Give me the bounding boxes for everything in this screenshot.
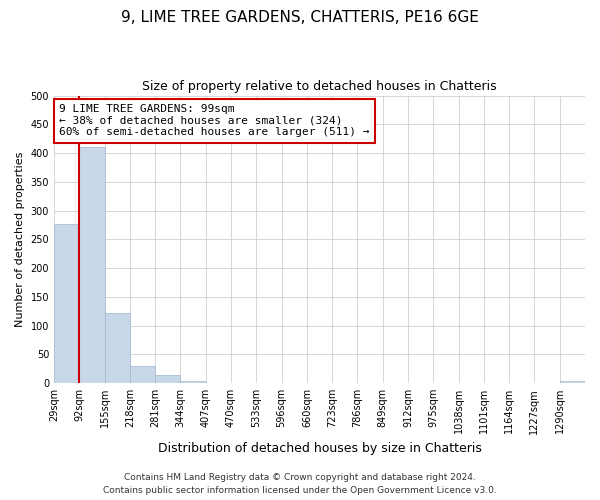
X-axis label: Distribution of detached houses by size in Chatteris: Distribution of detached houses by size … xyxy=(158,442,481,455)
Bar xyxy=(130,366,155,383)
Title: Size of property relative to detached houses in Chatteris: Size of property relative to detached ho… xyxy=(142,80,497,93)
Text: Contains HM Land Registry data © Crown copyright and database right 2024.
Contai: Contains HM Land Registry data © Crown c… xyxy=(103,474,497,495)
Text: 9 LIME TREE GARDENS: 99sqm
← 38% of detached houses are smaller (324)
60% of sem: 9 LIME TREE GARDENS: 99sqm ← 38% of deta… xyxy=(59,104,370,138)
Bar xyxy=(155,374,181,383)
Y-axis label: Number of detached properties: Number of detached properties xyxy=(15,152,25,327)
Bar xyxy=(181,381,206,383)
Text: 9, LIME TREE GARDENS, CHATTERIS, PE16 6GE: 9, LIME TREE GARDENS, CHATTERIS, PE16 6G… xyxy=(121,10,479,25)
Bar xyxy=(104,313,130,383)
Bar xyxy=(79,148,104,383)
Bar xyxy=(560,382,585,383)
Bar xyxy=(54,224,79,383)
